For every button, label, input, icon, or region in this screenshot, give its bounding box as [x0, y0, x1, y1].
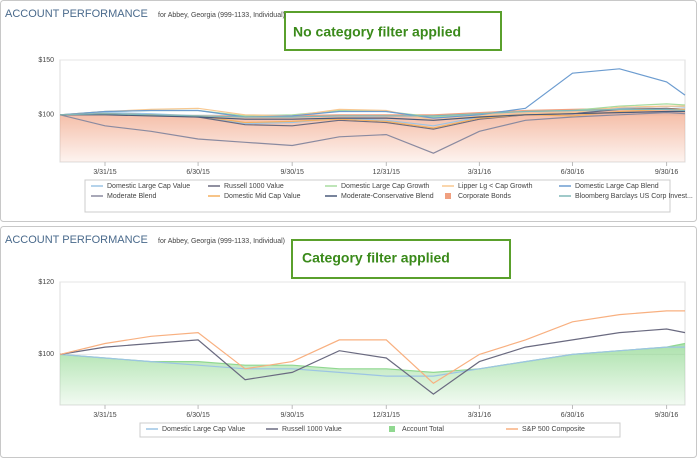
x-tick-label: 3/31/16 — [468, 412, 491, 419]
x-tick-label: 9/30/16 — [655, 412, 678, 419]
legend-label: Lipper Lg < Cap Growth — [458, 183, 533, 190]
y-tick-label: $150 — [38, 57, 54, 64]
line — [59, 328, 686, 395]
legend-label: Domestic Large Cap Growth — [341, 183, 429, 190]
y-tick-label: $100 — [38, 112, 54, 119]
y-tick-label: $120 — [38, 279, 54, 286]
x-tick-label: 9/30/15 — [281, 169, 304, 176]
legend-label: Domestic Mid Cap Value — [224, 193, 301, 200]
legend-label: Corporate Bonds — [458, 193, 511, 200]
x-tick-label: 12/31/15 — [373, 412, 400, 419]
line — [59, 346, 685, 377]
title: ACCOUNT PERFORMANCE — [5, 234, 148, 246]
line — [59, 105, 685, 121]
y-tick-label: $100 — [38, 351, 54, 358]
legend — [139, 422, 621, 438]
x-tick-label: 6/30/15 — [186, 169, 209, 176]
x-tick-label: 9/30/16 — [655, 169, 678, 176]
legend-swatch — [389, 426, 395, 432]
legend-label: Moderate Blend — [107, 193, 157, 200]
line — [59, 310, 685, 385]
title: ACCOUNT PERFORMANCE — [5, 8, 148, 20]
legend — [84, 179, 671, 213]
x-tick-label: 6/30/16 — [561, 169, 584, 176]
legend-swatch — [445, 193, 451, 199]
legend-label: Russell 1000 Value — [224, 183, 284, 190]
legend-label: Domestic Large Cap Value — [107, 183, 190, 190]
annotation: Category filter applied — [302, 250, 450, 266]
line — [59, 108, 686, 118]
x-tick-label: 3/31/15 — [93, 169, 116, 176]
legend-label: Account Total — [402, 426, 444, 433]
subtitle: for Abbey, Georgia (999-1133, Individual… — [158, 238, 285, 245]
x-tick-label: 12/31/15 — [373, 169, 400, 176]
annotation-box — [284, 11, 502, 51]
x-tick-label: 6/30/15 — [186, 412, 209, 419]
line — [59, 111, 686, 154]
legend-label: Russell 1000 Value — [282, 426, 342, 433]
legend-label: Domestic Large Cap Blend — [575, 183, 659, 190]
legend-label: Domestic Large Cap Value — [162, 426, 245, 433]
legend-label: Moderate-Conservative Blend — [341, 193, 434, 200]
line — [60, 110, 685, 121]
legend-label: Bloomberg Barclays US Corp Invest... — [575, 193, 693, 200]
area — [60, 343, 685, 405]
x-tick-label: 3/31/15 — [93, 412, 116, 419]
legend-label: S&P 500 Composite — [522, 426, 585, 433]
subtitle: for Abbey, Georgia (999-1133, Individual… — [158, 12, 285, 19]
line — [59, 68, 686, 119]
x-tick-label: 3/31/16 — [468, 169, 491, 176]
annotation-box — [291, 239, 511, 279]
x-tick-label: 9/30/15 — [281, 412, 304, 419]
x-tick-label: 6/30/16 — [561, 412, 584, 419]
annotation: No category filter applied — [293, 24, 461, 40]
